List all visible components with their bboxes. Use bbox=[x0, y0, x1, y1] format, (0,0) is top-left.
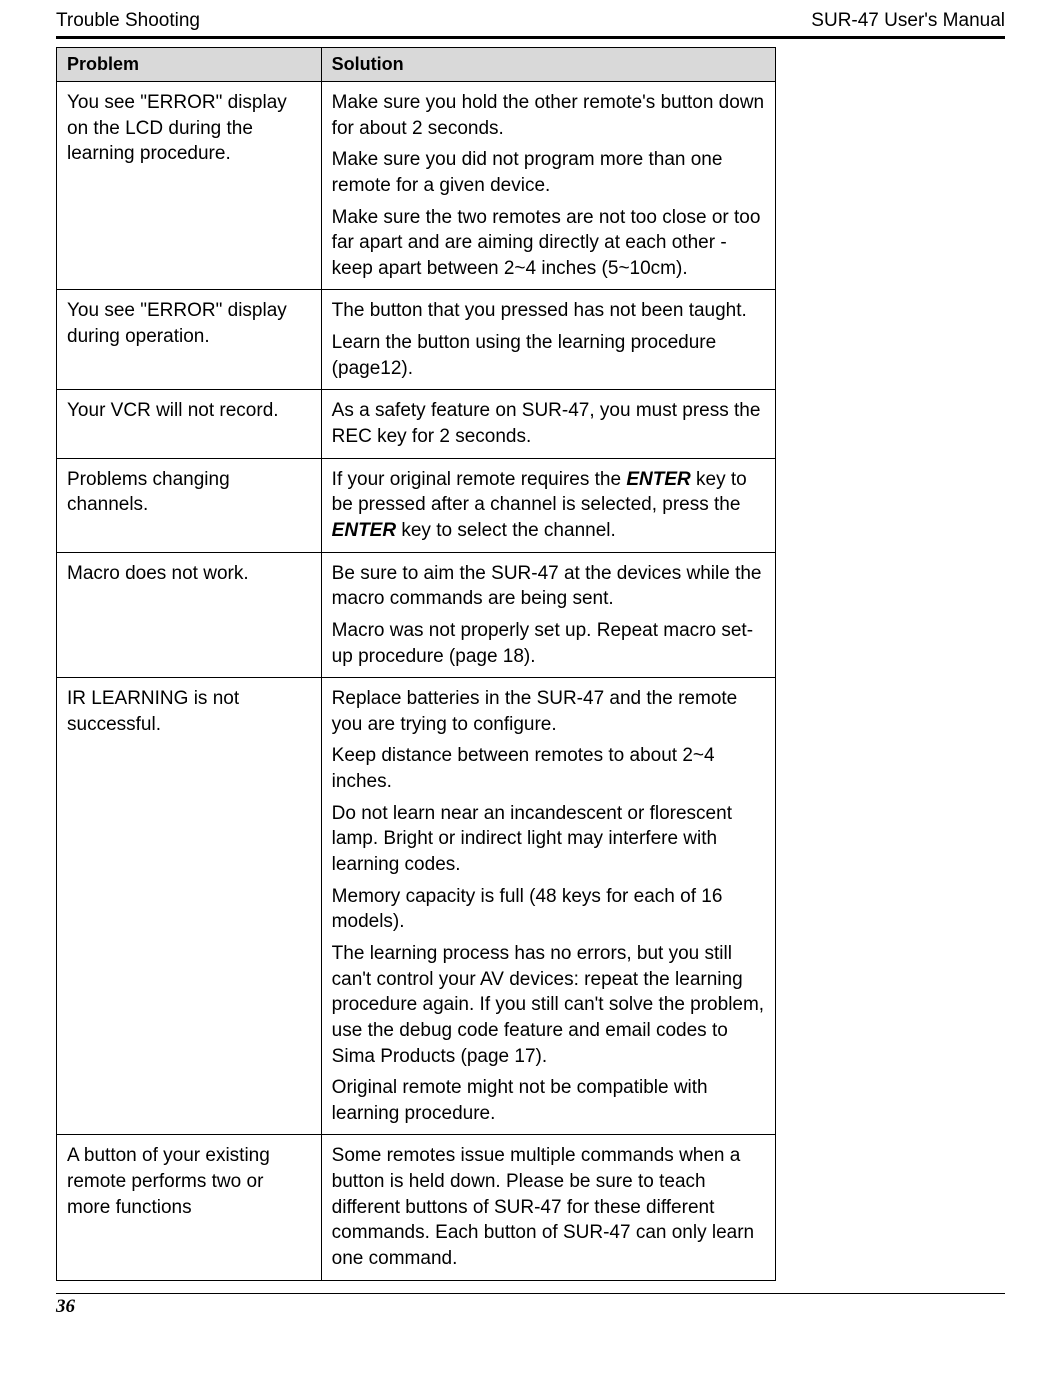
solution-paragraph: Learn the button using the learning proc… bbox=[332, 330, 765, 381]
column-header-problem: Problem bbox=[57, 48, 322, 82]
problem-cell: You see "ERROR" display on the LCD durin… bbox=[57, 82, 322, 290]
solution-paragraph: Some remotes issue multiple commands whe… bbox=[332, 1143, 765, 1271]
table-row: You see "ERROR" display during operation… bbox=[57, 290, 776, 390]
solution-paragraph: As a safety feature on SUR-47, you must … bbox=[332, 398, 765, 449]
table-row: You see "ERROR" display on the LCD durin… bbox=[57, 82, 776, 290]
solution-cell: Make sure you hold the other remote's bu… bbox=[321, 82, 775, 290]
page-container: Trouble Shooting SUR-47 User's Manual Pr… bbox=[0, 0, 1061, 1328]
troubleshooting-table: Problem Solution You see "ERROR" display… bbox=[56, 47, 776, 1281]
table-row: Your VCR will not record.As a safety fea… bbox=[57, 390, 776, 458]
solution-paragraph: Keep distance between remotes to about 2… bbox=[332, 743, 765, 794]
problem-cell: IR LEARNING is not successful. bbox=[57, 678, 322, 1135]
header-left: Trouble Shooting bbox=[56, 10, 200, 32]
table-row: Macro does not work.Be sure to aim the S… bbox=[57, 552, 776, 678]
solution-paragraph: Make sure you hold the other remote's bu… bbox=[332, 90, 765, 141]
problem-cell: Your VCR will not record. bbox=[57, 390, 322, 458]
solution-paragraph: The button that you pressed has not been… bbox=[332, 298, 765, 324]
problem-cell: Problems changing channels. bbox=[57, 458, 322, 552]
table-body: You see "ERROR" display on the LCD durin… bbox=[57, 82, 776, 1281]
solution-cell: Some remotes issue multiple commands whe… bbox=[321, 1135, 775, 1280]
table-row: Problems changing channels.If your origi… bbox=[57, 458, 776, 552]
table-row: A button of your existing remote perform… bbox=[57, 1135, 776, 1280]
solution-paragraph: The learning process has no errors, but … bbox=[332, 941, 765, 1069]
solution-paragraph: Do not learn near an incandescent or flo… bbox=[332, 801, 765, 878]
solution-paragraph: Replace batteries in the SUR-47 and the … bbox=[332, 686, 765, 737]
header-right: SUR-47 User's Manual bbox=[811, 10, 1005, 32]
column-header-solution: Solution bbox=[321, 48, 775, 82]
problem-cell: You see "ERROR" display during operation… bbox=[57, 290, 322, 390]
problem-cell: Macro does not work. bbox=[57, 552, 322, 678]
solution-cell: As a safety feature on SUR-47, you must … bbox=[321, 390, 775, 458]
solution-paragraph: Make sure you did not program more than … bbox=[332, 147, 765, 198]
solution-cell: Be sure to aim the SUR-47 at the devices… bbox=[321, 552, 775, 678]
solution-paragraph: Memory capacity is full (48 keys for eac… bbox=[332, 884, 765, 935]
table-row: IR LEARNING is not successful.Replace ba… bbox=[57, 678, 776, 1135]
solution-paragraph: Make sure the two remotes are not too cl… bbox=[332, 205, 765, 282]
page-number: 36 bbox=[56, 1296, 1005, 1318]
solution-text: key to select the channel. bbox=[396, 520, 616, 541]
solution-paragraph: Be sure to aim the SUR-47 at the devices… bbox=[332, 561, 765, 612]
problem-cell: A button of your existing remote perform… bbox=[57, 1135, 322, 1280]
solution-text: If your original remote requires the bbox=[332, 469, 627, 490]
solution-paragraph: If your original remote requires the ENT… bbox=[332, 467, 765, 544]
page-header: Trouble Shooting SUR-47 User's Manual bbox=[56, 10, 1005, 36]
solution-cell: Replace batteries in the SUR-47 and the … bbox=[321, 678, 775, 1135]
solution-paragraph: Original remote might not be compatible … bbox=[332, 1075, 765, 1126]
solution-paragraph: Macro was not properly set up. Repeat ma… bbox=[332, 618, 765, 669]
solution-cell: The button that you pressed has not been… bbox=[321, 290, 775, 390]
solution-emph-text: ENTER bbox=[332, 520, 396, 541]
solution-cell: If your original remote requires the ENT… bbox=[321, 458, 775, 552]
table-header-row: Problem Solution bbox=[57, 48, 776, 82]
header-divider bbox=[56, 36, 1005, 39]
footer-divider bbox=[56, 1293, 1005, 1294]
solution-emph-text: ENTER bbox=[626, 469, 690, 490]
